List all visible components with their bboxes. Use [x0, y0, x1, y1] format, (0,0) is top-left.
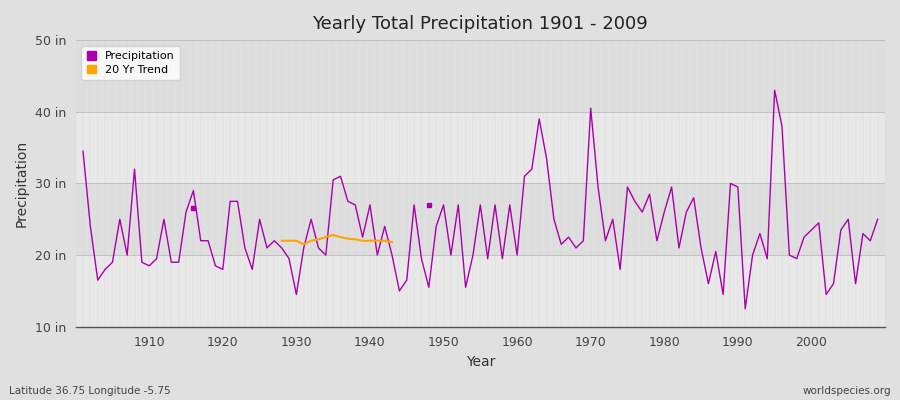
20 Yr Trend — [335, 235, 346, 240]
Text: Latitude 36.75 Longitude -5.75: Latitude 36.75 Longitude -5.75 — [9, 386, 171, 396]
Precipitation — [137, 260, 148, 265]
Legend: Precipitation, 20 Yr Trend: Precipitation, 20 Yr Trend — [81, 46, 180, 80]
20 Yr Trend — [306, 238, 317, 243]
X-axis label: Year: Year — [465, 355, 495, 369]
Precipitation — [872, 217, 883, 222]
Line: Precipitation: Precipitation — [83, 90, 878, 309]
Precipitation — [343, 199, 354, 204]
Precipitation — [504, 202, 515, 207]
Y-axis label: Precipitation: Precipitation — [15, 140, 29, 227]
Bar — [76, 112, 885, 184]
Bar — [76, 40, 885, 112]
20 Yr Trend — [320, 235, 331, 240]
20 Yr Trend — [298, 242, 309, 247]
20 Yr Trend — [284, 238, 294, 243]
20 Yr Trend — [291, 238, 302, 243]
20 Yr Trend — [313, 237, 324, 242]
20 Yr Trend — [328, 233, 338, 238]
20 Yr Trend — [357, 238, 368, 243]
Line: 20 Yr Trend: 20 Yr Trend — [282, 235, 392, 244]
Bar — [76, 255, 885, 327]
Text: worldspecies.org: worldspecies.org — [803, 386, 891, 396]
Precipitation — [740, 306, 751, 311]
20 Yr Trend — [372, 238, 382, 243]
Title: Yearly Total Precipitation 1901 - 2009: Yearly Total Precipitation 1901 - 2009 — [312, 15, 648, 33]
20 Yr Trend — [343, 236, 354, 241]
20 Yr Trend — [387, 240, 398, 244]
20 Yr Trend — [350, 237, 361, 242]
Precipitation — [600, 238, 611, 243]
20 Yr Trend — [379, 238, 390, 243]
20 Yr Trend — [276, 238, 287, 243]
Bar — [76, 184, 885, 255]
Precipitation — [512, 253, 523, 258]
Precipitation — [77, 149, 88, 154]
Precipitation — [298, 246, 309, 250]
Precipitation — [770, 88, 780, 93]
20 Yr Trend — [364, 238, 375, 243]
